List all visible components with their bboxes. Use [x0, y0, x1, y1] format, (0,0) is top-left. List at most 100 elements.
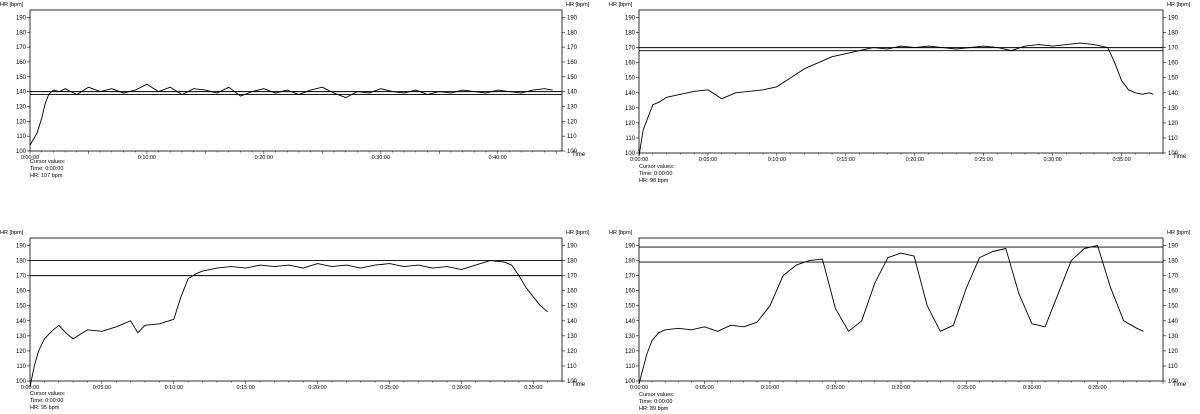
x-tick-label: 0:35:00 [1088, 385, 1106, 391]
y-tick-label-left: 150 [16, 75, 27, 81]
y-tick-label-right: 170 [1168, 46, 1179, 52]
y-tick-label-right: 100 [1168, 151, 1179, 157]
y-axis-label-left: HR [bpm] [609, 230, 633, 236]
cursor-heading: Cursor values: [30, 159, 66, 165]
x-tick-label: 0:00:00 [21, 155, 39, 161]
cursor-hr: HR: 107 bpm [30, 173, 63, 179]
y-tick-label-left: 170 [16, 274, 27, 280]
x-tick-label: 0:35:00 [1112, 157, 1130, 163]
y-axis-label-right: HR [bpm] [1167, 2, 1191, 8]
y-axis-label-right: HR [bpm] [1167, 230, 1191, 236]
plot-frame [638, 237, 1164, 382]
y-tick-label-left: 160 [16, 60, 27, 66]
y-tick-label-left: 190 [16, 244, 27, 250]
plot-frame [29, 237, 563, 382]
x-tick-label: 0:10:00 [761, 385, 779, 391]
y-tick-label-left: 140 [16, 90, 27, 96]
y-tick-label-left: 140 [625, 91, 636, 97]
plot-frame [29, 9, 563, 152]
cursor-heading: Cursor values: [639, 164, 675, 170]
y-tick-label-right: 100 [567, 149, 578, 155]
y-tick-label-right: 150 [567, 304, 578, 310]
y-tick-label-left: 160 [625, 289, 636, 295]
x-tick-label: 0:20:00 [906, 157, 924, 163]
x-tick-label: 0:00:00 [630, 157, 648, 163]
y-tick-label-left: 190 [16, 15, 27, 21]
y-tick-label-right: 180 [567, 259, 578, 265]
cursor-values: Cursor values: Time: 0:00:00 HR: 98 bpm [639, 164, 674, 185]
y-tick-label-right: 190 [567, 15, 578, 21]
cursor-time: Time: 0:00:00 [639, 171, 673, 177]
x-tick-label: 0:10:00 [165, 385, 183, 391]
y-tick-label-right: 150 [1168, 76, 1179, 82]
cursor-hr: HR: 89 bpm [639, 406, 669, 412]
x-tick-label: 0:25:00 [380, 385, 398, 391]
chart-svg: 100 100 110 110 120 120 130 130 140 140 150 150 160 1… [0, 2, 590, 161]
y-tick-label-right: 110 [1168, 136, 1178, 142]
y-tick-label-left: 150 [16, 304, 27, 310]
y-axis-label-left: HR [bpm] [0, 230, 24, 236]
y-tick-label-right: 170 [567, 274, 578, 280]
x-tick-label: 0:10:00 [768, 157, 786, 163]
y-tick-label-right: 110 [567, 364, 577, 370]
x-axis-label: Time [572, 152, 586, 158]
chart-panel-1: 100 100 110 110 120 120 130 130 140 140 150 150 160 1… [0, 0, 600, 200]
chart-svg: 100 100 110 110 120 120 130 130 140 140 150 150 160 1… [609, 2, 1191, 163]
cursor-heading: Cursor values: [30, 391, 66, 397]
x-tick-label: 0:25:00 [975, 157, 993, 163]
y-tick-label-left: 100 [16, 379, 27, 385]
y-tick-label-left: 120 [16, 119, 27, 125]
y-tick-label-left: 100 [16, 149, 27, 155]
y-axis-label-left: HR [bpm] [0, 2, 24, 8]
y-tick-label-left: 170 [625, 46, 636, 52]
y-tick-label-right: 120 [1168, 121, 1179, 127]
x-axis-label: Time [1173, 382, 1187, 388]
y-tick-label-right: 180 [1168, 31, 1179, 37]
y-tick-label-right: 150 [1168, 304, 1179, 310]
y-tick-label-right: 160 [567, 289, 578, 295]
x-axis-label: Time [572, 382, 586, 388]
y-tick-label-left: 120 [625, 121, 636, 127]
cursor-values: Cursor values: Time: 0:00:00 HR: 107 bpm [30, 159, 65, 180]
y-tick-label-left: 130 [16, 334, 27, 340]
x-tick-label: 0:15:00 [837, 157, 855, 163]
x-tick-label: 0:30:00 [1023, 385, 1041, 391]
x-tick-label: 0:05:00 [699, 157, 717, 163]
cursor-heading: Cursor values: [639, 392, 675, 398]
chart-panel-3: 100 100 110 110 120 120 130 130 140 140 150 150 160 1… [0, 228, 600, 414]
y-tick-label-left: 130 [625, 334, 636, 340]
y-tick-label-right: 130 [567, 104, 578, 110]
y-tick-label-right: 140 [1168, 91, 1179, 97]
cursor-hr: HR: 95 bpm [30, 405, 60, 411]
x-tick-label: 0:25:00 [957, 385, 975, 391]
chart-panel-2: 100 100 110 110 120 120 130 130 140 140 150 150 160 1… [600, 0, 1200, 200]
cursor-time: Time: 0:00:00 [30, 398, 64, 404]
y-tick-label-left: 190 [625, 244, 636, 250]
y-tick-label-right: 190 [1168, 16, 1179, 22]
x-tick-label: 0:00:00 [630, 385, 648, 391]
y-tick-label-left: 190 [625, 16, 636, 22]
y-tick-label-left: 120 [16, 349, 27, 355]
y-tick-label-right: 190 [567, 244, 578, 250]
x-axis-label: Time [1173, 154, 1187, 160]
y-tick-label-left: 140 [625, 319, 636, 325]
y-tick-label-right: 110 [1168, 364, 1178, 370]
cursor-values: Cursor values: Time: 0:00:00 HR: 95 bpm [30, 391, 65, 412]
x-tick-label: 0:30:00 [1044, 157, 1062, 163]
x-tick-label: 0:30:00 [452, 385, 470, 391]
y-tick-label-left: 110 [16, 364, 26, 370]
x-tick-label: 0:20:00 [308, 385, 326, 391]
x-tick-label: 0:00:00 [21, 385, 39, 391]
x-tick-label: 0:05:00 [93, 385, 111, 391]
y-tick-label-right: 170 [567, 45, 578, 51]
y-tick-label-right: 140 [567, 319, 578, 325]
chart-panel-4: 100 100 110 110 120 120 130 130 140 140 150 150 160 1… [600, 228, 1200, 414]
y-tick-label-right: 130 [1168, 334, 1179, 340]
y-tick-label-left: 130 [625, 106, 636, 112]
y-tick-label-left: 100 [625, 151, 636, 157]
y-axis-label-left: HR [bpm] [609, 2, 633, 8]
y-tick-label-left: 110 [625, 364, 635, 370]
y-tick-label-right: 100 [567, 379, 578, 385]
y-tick-label-right: 160 [1168, 61, 1179, 67]
y-tick-label-left: 160 [625, 61, 636, 67]
